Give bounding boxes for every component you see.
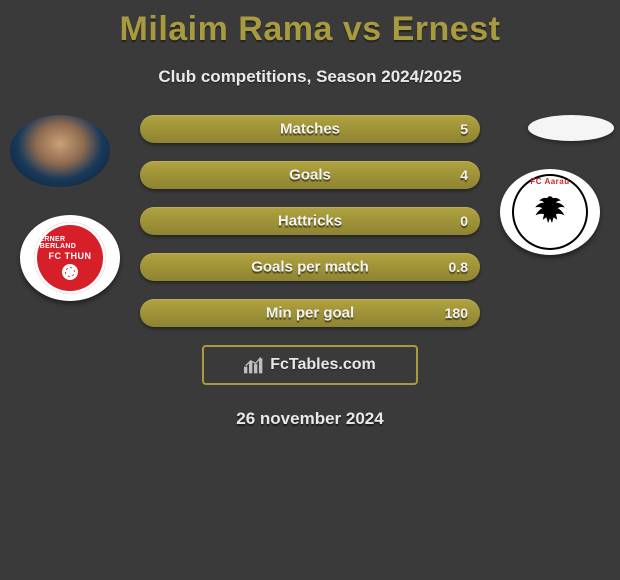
aarau-arc-text: FC Aarau [512, 177, 588, 186]
stat-label: Goals per match [251, 259, 369, 276]
player1-club-badge: BERNER OBERLAND FC THUN [20, 215, 120, 301]
brand-box: FcTables.com [202, 345, 418, 385]
stat-bar-goals: Goals 4 [140, 161, 480, 189]
player2-club-badge: FC Aarau [500, 169, 600, 255]
aarau-badge-inner: FC Aarau [512, 174, 588, 250]
stat-label: Min per goal [266, 305, 354, 322]
stat-bar-goals-per-match: Goals per match 0.8 [140, 253, 480, 281]
stat-right-value: 0.8 [449, 259, 468, 275]
bar-chart-icon [244, 356, 264, 374]
page-title: Milaim Rama vs Ernest [0, 0, 620, 49]
stat-bar-hattricks: Hattricks 0 [140, 207, 480, 235]
thun-ball-icon [62, 264, 78, 280]
thun-main-text: FC THUN [49, 251, 92, 261]
stat-right-value: 180 [445, 305, 468, 321]
stat-right-value: 4 [460, 167, 468, 183]
stat-bar-min-per-goal: Min per goal 180 [140, 299, 480, 327]
stat-right-value: 5 [460, 121, 468, 137]
stat-label: Hattricks [278, 213, 342, 230]
player2-avatar [528, 115, 614, 141]
date-text: 26 november 2024 [0, 409, 620, 429]
stat-bar-matches: Matches 5 [140, 115, 480, 143]
thun-top-text: BERNER OBERLAND [34, 236, 106, 250]
eagle-icon [530, 189, 570, 236]
comparison-stage: BERNER OBERLAND FC THUN FC Aarau Matches… [0, 115, 620, 327]
thun-badge-inner: BERNER OBERLAND FC THUN [34, 222, 106, 294]
stat-right-value: 0 [460, 213, 468, 229]
brand-label: FcTables.com [270, 356, 376, 374]
subtitle: Club competitions, Season 2024/2025 [0, 67, 620, 87]
stat-label: Matches [280, 121, 340, 138]
stat-label: Goals [289, 167, 331, 184]
player1-avatar [10, 115, 110, 187]
stat-bars: Matches 5 Goals 4 Hattricks 0 Goals per … [140, 115, 480, 327]
